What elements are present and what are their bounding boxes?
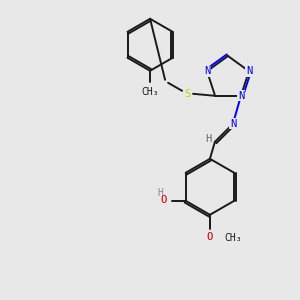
Text: H: H: [205, 134, 211, 144]
Text: H: H: [158, 188, 164, 198]
Text: N: N: [246, 66, 252, 76]
Text: CH₃: CH₃: [224, 233, 242, 243]
Text: O: O: [160, 195, 167, 205]
Text: S: S: [184, 89, 190, 99]
Text: N: N: [230, 119, 236, 129]
Text: N: N: [238, 91, 244, 101]
Text: O: O: [207, 232, 213, 242]
Text: CH₃: CH₃: [141, 87, 159, 97]
Text: N: N: [204, 66, 210, 76]
